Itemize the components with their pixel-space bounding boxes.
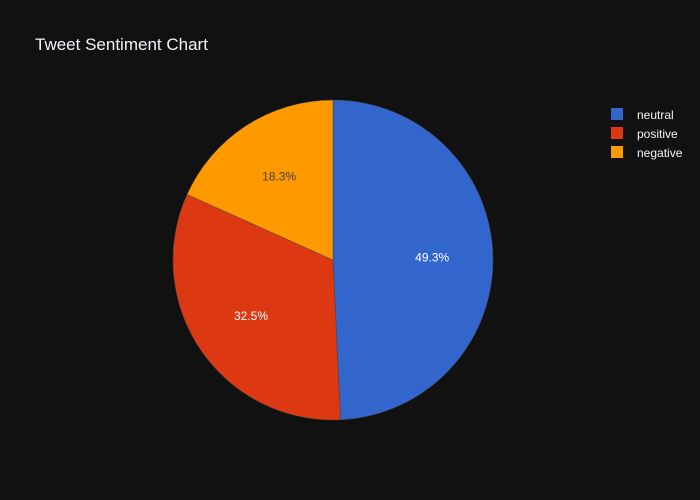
pie-slice-positive[interactable] [172,194,341,421]
legend-swatch-negative [611,146,623,158]
slice-value-label-negative: 18.3% [262,170,296,184]
pie-slice-neutral[interactable] [332,99,494,421]
legend: neutral positive negative [611,108,683,160]
legend-label-negative: negative [637,146,683,160]
pie-slices [172,99,494,421]
slice-value-label-neutral: 49.3% [415,251,449,265]
slice-value-label-positive: 32.5% [234,309,268,323]
legend-label-neutral: neutral [637,108,674,122]
pie-slice-negative[interactable] [186,99,334,261]
legend-swatch-positive [611,127,623,139]
legend-item-positive[interactable]: positive [611,127,678,141]
legend-swatch-neutral [611,108,623,120]
legend-item-neutral[interactable]: neutral [611,108,674,122]
pie-slice-labels: 49.3% 32.5% 18.3% [234,170,450,323]
legend-label-positive: positive [637,127,678,141]
chart-title: Tweet Sentiment Chart [35,35,208,54]
legend-item-negative[interactable]: negative [611,146,683,160]
